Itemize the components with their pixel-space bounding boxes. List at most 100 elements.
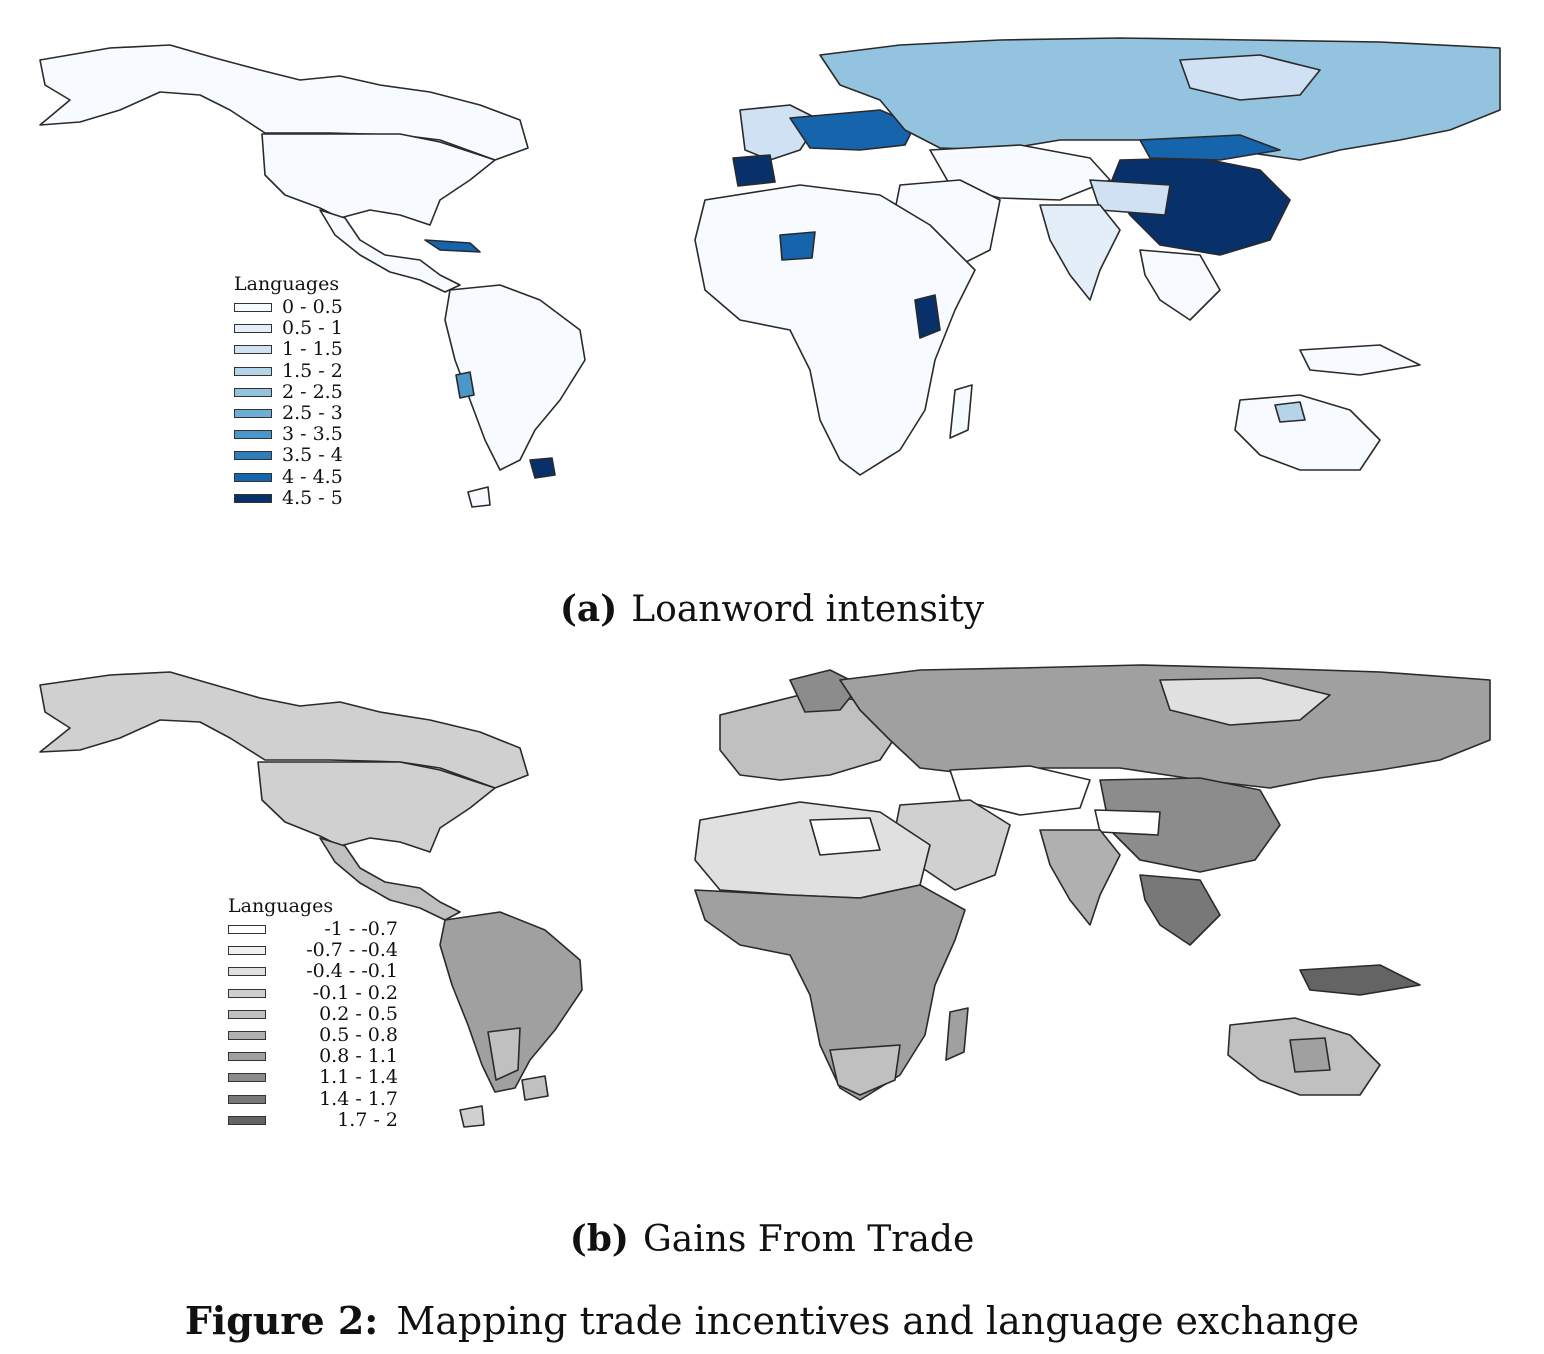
region-tibet <box>1089 179 1171 216</box>
caption-text: Gains From Trade <box>642 1219 975 1260</box>
region-iberia <box>732 154 776 187</box>
legend-item: -0.4 - -0.1 <box>228 961 398 982</box>
region-africa <box>694 184 976 476</box>
region-antarctic-island <box>459 1105 485 1128</box>
region-central-america <box>319 209 461 293</box>
legend-item: 4.5 - 5 <box>234 486 343 509</box>
region-east-africa <box>914 294 941 339</box>
region-europe-central <box>789 109 916 151</box>
figure-caption-text: Mapping trade incentives and language ex… <box>396 1299 1360 1343</box>
legend-rows: -1 - -0.7 -0.7 - -0.4 -0.4 - -0.1 -0.1 - 0.… <box>228 919 398 1131</box>
region-caribbean <box>424 239 481 253</box>
legend-swatch <box>234 324 272 334</box>
legend-label: 0 - 0.5 <box>282 296 343 319</box>
region-south-america <box>444 284 586 471</box>
legend-label: 3.5 - 4 <box>282 444 343 467</box>
legend-label: -1 - -0.7 <box>324 918 398 941</box>
world-map-b <box>39 664 1491 1128</box>
region-falklands <box>529 457 556 479</box>
legend-swatch <box>234 430 272 440</box>
legend-label: 4.5 - 5 <box>282 486 343 509</box>
region-australia-dark <box>1289 1037 1331 1073</box>
legend-label: 3 - 3.5 <box>282 423 343 446</box>
region-tibet <box>1094 809 1161 836</box>
legend-swatch <box>228 1031 266 1041</box>
caption-letter: (b) <box>569 1218 629 1260</box>
figure-label: Figure 2: <box>184 1298 379 1343</box>
legend-swatch <box>228 967 266 977</box>
region-madagascar <box>945 1007 969 1061</box>
legend-swatch <box>234 387 272 397</box>
legend-label: 1.4 - 1.7 <box>319 1087 398 1110</box>
region-china <box>1099 777 1281 873</box>
legend-swatch <box>228 946 266 956</box>
legend-swatch <box>234 345 272 355</box>
legend-item: -1 - -0.7 <box>228 919 398 940</box>
region-southern-africa <box>829 1044 901 1096</box>
legend-label: 0.2 - 0.5 <box>319 1002 398 1025</box>
region-mongolia <box>1139 134 1281 161</box>
legend-swatch <box>228 1115 266 1125</box>
legend-swatch <box>228 1094 266 1104</box>
legend-item: 0.8 - 1.1 <box>228 1046 398 1067</box>
legend-swatch <box>234 472 272 482</box>
legend-b: Languages -1 - -0.7 -0.7 - -0.4 -0.4 - -0.… <box>228 896 398 1131</box>
region-new-guinea <box>1299 344 1421 376</box>
region-siberia-light <box>1179 54 1321 101</box>
legend-label: 0.5 - 1 <box>282 317 343 340</box>
caption-b: (b) Gains From Trade <box>0 1218 1544 1260</box>
legend-label: 0.5 - 0.8 <box>319 1024 398 1047</box>
legend-label: -0.1 - 0.2 <box>312 981 398 1004</box>
region-russia <box>819 37 1501 161</box>
legend-swatch <box>234 366 272 376</box>
legend-item: 0.5 - 0.8 <box>228 1025 398 1046</box>
panel-b-gains-map: Languages -1 - -0.7 -0.7 - -0.4 -0.4 - -0.… <box>0 640 1544 1270</box>
region-sa-south <box>487 1027 521 1081</box>
region-north-africa <box>694 801 931 899</box>
region-madagascar <box>949 384 973 439</box>
caption-text: Loanword intensity <box>631 589 985 630</box>
legend-label: 4 - 4.5 <box>282 465 343 488</box>
legend-swatch <box>234 303 272 313</box>
legend-label: -0.4 - -0.1 <box>306 960 398 983</box>
legend-label: 2 - 2.5 <box>282 380 343 403</box>
legend-item: 1.7 - 2 <box>228 1108 398 1131</box>
legend-swatch <box>228 988 266 998</box>
legend-swatch <box>234 451 272 461</box>
legend-item: 1 - 1.5 <box>234 339 343 360</box>
caption-letter: (a) <box>559 588 618 630</box>
region-north-america-north <box>39 44 529 161</box>
region-sahara-dark <box>779 231 816 261</box>
legend-swatch <box>228 1073 266 1083</box>
legend-item: 1.5 - 2 <box>234 360 343 382</box>
legend-item: 0.5 - 1 <box>234 318 343 339</box>
caption-a: (a) Loanword intensity <box>0 588 1544 630</box>
legend-swatch <box>228 1052 266 1062</box>
region-australia-blue <box>1274 401 1306 423</box>
region-central-america <box>319 837 461 921</box>
region-sa-west <box>455 371 475 399</box>
legend-label: -0.7 - -0.4 <box>306 939 398 962</box>
region-usa <box>261 133 496 226</box>
legend-swatch <box>228 925 266 935</box>
legend-item: 3.5 - 4 <box>234 445 343 466</box>
region-india <box>1039 829 1121 926</box>
legend-item: 1.4 - 1.7 <box>228 1087 398 1110</box>
legend-item: 1.1 - 1.4 <box>228 1067 398 1088</box>
legend-label: 1.7 - 2 <box>337 1108 398 1131</box>
region-siberia-light <box>1159 677 1331 726</box>
region-australia <box>1234 394 1381 471</box>
region-antarctic-island <box>467 486 491 508</box>
legend-swatch <box>234 493 272 503</box>
legend-swatch <box>234 409 272 419</box>
world-map-a <box>39 37 1501 508</box>
region-se-asia <box>1139 874 1221 946</box>
figure-caption: Figure 2: Mapping trade incentives and la… <box>0 1298 1544 1343</box>
region-india <box>1039 204 1121 301</box>
legend-item: 4 - 4.5 <box>234 465 343 488</box>
legend-item: -0.1 - 0.2 <box>228 981 398 1004</box>
legend-label: 0.8 - 1.1 <box>319 1045 398 1068</box>
legend-item: 3 - 3.5 <box>234 424 343 445</box>
